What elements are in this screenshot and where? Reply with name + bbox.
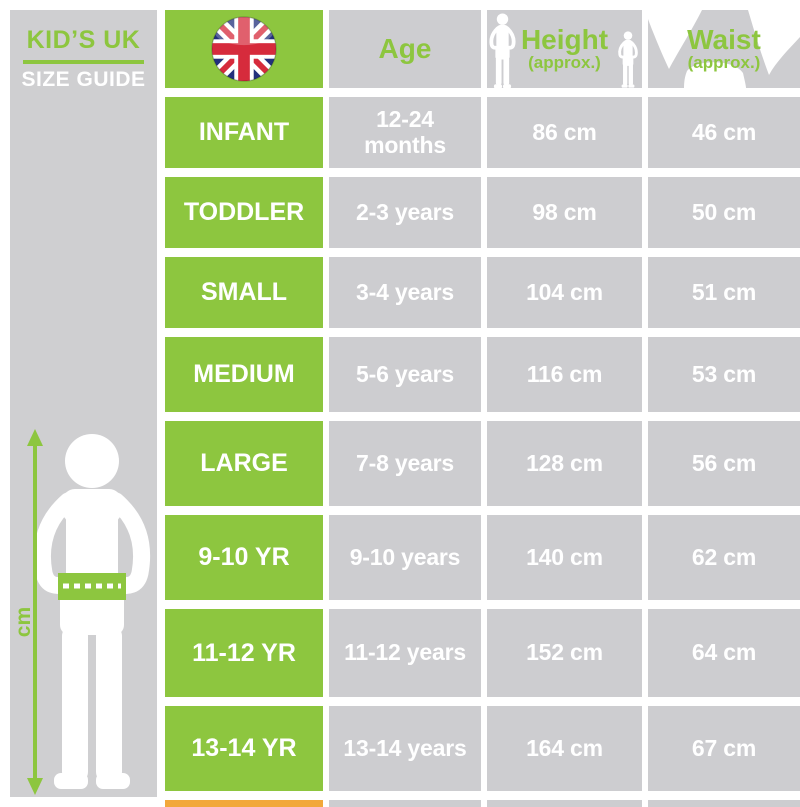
height-cell-11-12: 152 cm [487, 609, 642, 697]
size-table: Age [165, 10, 800, 807]
sidebar: KID’S UK SIZE GUIDE [10, 10, 157, 797]
guide-title: KID’S UK SIZE GUIDE [10, 10, 157, 92]
size-cell-11-12: 11-12 YR [165, 609, 323, 697]
height-cell-13-14: 164 cm [487, 706, 642, 791]
height-header-cell: Height (approx.) [487, 10, 642, 88]
height-cell-infant: 86 cm [487, 97, 642, 168]
age-header-cell: Age [329, 10, 481, 88]
height-cell-toddler: 98 cm [487, 177, 642, 248]
age-header-label: Age [378, 33, 432, 64]
waist-cell-small: 51 cm [648, 257, 800, 328]
waist-cell-medium: 53 cm [648, 337, 800, 412]
age-cell-13-14: 13-14 years [329, 706, 481, 791]
age-cell-9-10: 9-10 years [329, 515, 481, 600]
guide-title-line1: KID’S UK [26, 26, 141, 54]
waist-cell-infant: 46 cm [648, 97, 800, 168]
waist-silhouette-icon [648, 10, 800, 88]
size-cell-large: LARGE [165, 421, 323, 506]
waist-header-label: Waist [687, 23, 761, 55]
age-cell-large: 7-8 years [329, 421, 481, 506]
size-cell-13-14: 13-14 YR [165, 706, 323, 791]
size-cell-toddler: TODDLER [165, 177, 323, 248]
waist-header-cell: Waist (approx.) [648, 10, 800, 88]
age-cell-infant: 12-24 months [329, 97, 481, 168]
height-measure-arrow-icon [27, 429, 43, 795]
size-cell-medium: MEDIUM [165, 337, 323, 412]
waist-cell-large: 56 cm [648, 421, 800, 506]
next-section-size-cell [165, 800, 323, 807]
waist-cell-9-10: 62 cm [648, 515, 800, 600]
next-section-height-cell [487, 800, 642, 807]
guide-title-line2: SIZE GUIDE [21, 68, 146, 91]
size-cell-9-10: 9-10 YR [165, 515, 323, 600]
boy-silhouette-icon [33, 434, 151, 789]
next-section-waist-cell [648, 800, 800, 807]
height-cell-large: 128 cm [487, 421, 642, 506]
child-silhouette-tall-icon [489, 13, 516, 88]
height-header-note: (approx.) [528, 52, 601, 72]
flag-header-cell [165, 10, 323, 88]
height-header-label: Height [520, 23, 609, 55]
uk-flag-icon [211, 16, 277, 82]
size-cell-infant: INFANT [165, 97, 323, 168]
age-cell-toddler: 2-3 years [329, 177, 481, 248]
height-cell-medium: 116 cm [487, 337, 642, 412]
age-cell-small: 3-4 years [329, 257, 481, 328]
title-divider [23, 60, 144, 64]
child-silhouette-short-icon [618, 31, 638, 88]
waist-band [58, 573, 126, 600]
next-section-age-cell [329, 800, 481, 807]
waist-cell-13-14: 67 cm [648, 706, 800, 791]
height-cell-9-10: 140 cm [487, 515, 642, 600]
waist-cell-toddler: 50 cm [648, 177, 800, 248]
measurement-figure [10, 425, 157, 797]
height-cell-small: 104 cm [487, 257, 642, 328]
unit-label: cm [12, 606, 35, 638]
size-cell-small: SMALL [165, 257, 323, 328]
waist-header-note: (approx.) [687, 52, 761, 72]
age-cell-11-12: 11-12 years [329, 609, 481, 697]
age-cell-medium: 5-6 years [329, 337, 481, 412]
waist-cell-11-12: 64 cm [648, 609, 800, 697]
